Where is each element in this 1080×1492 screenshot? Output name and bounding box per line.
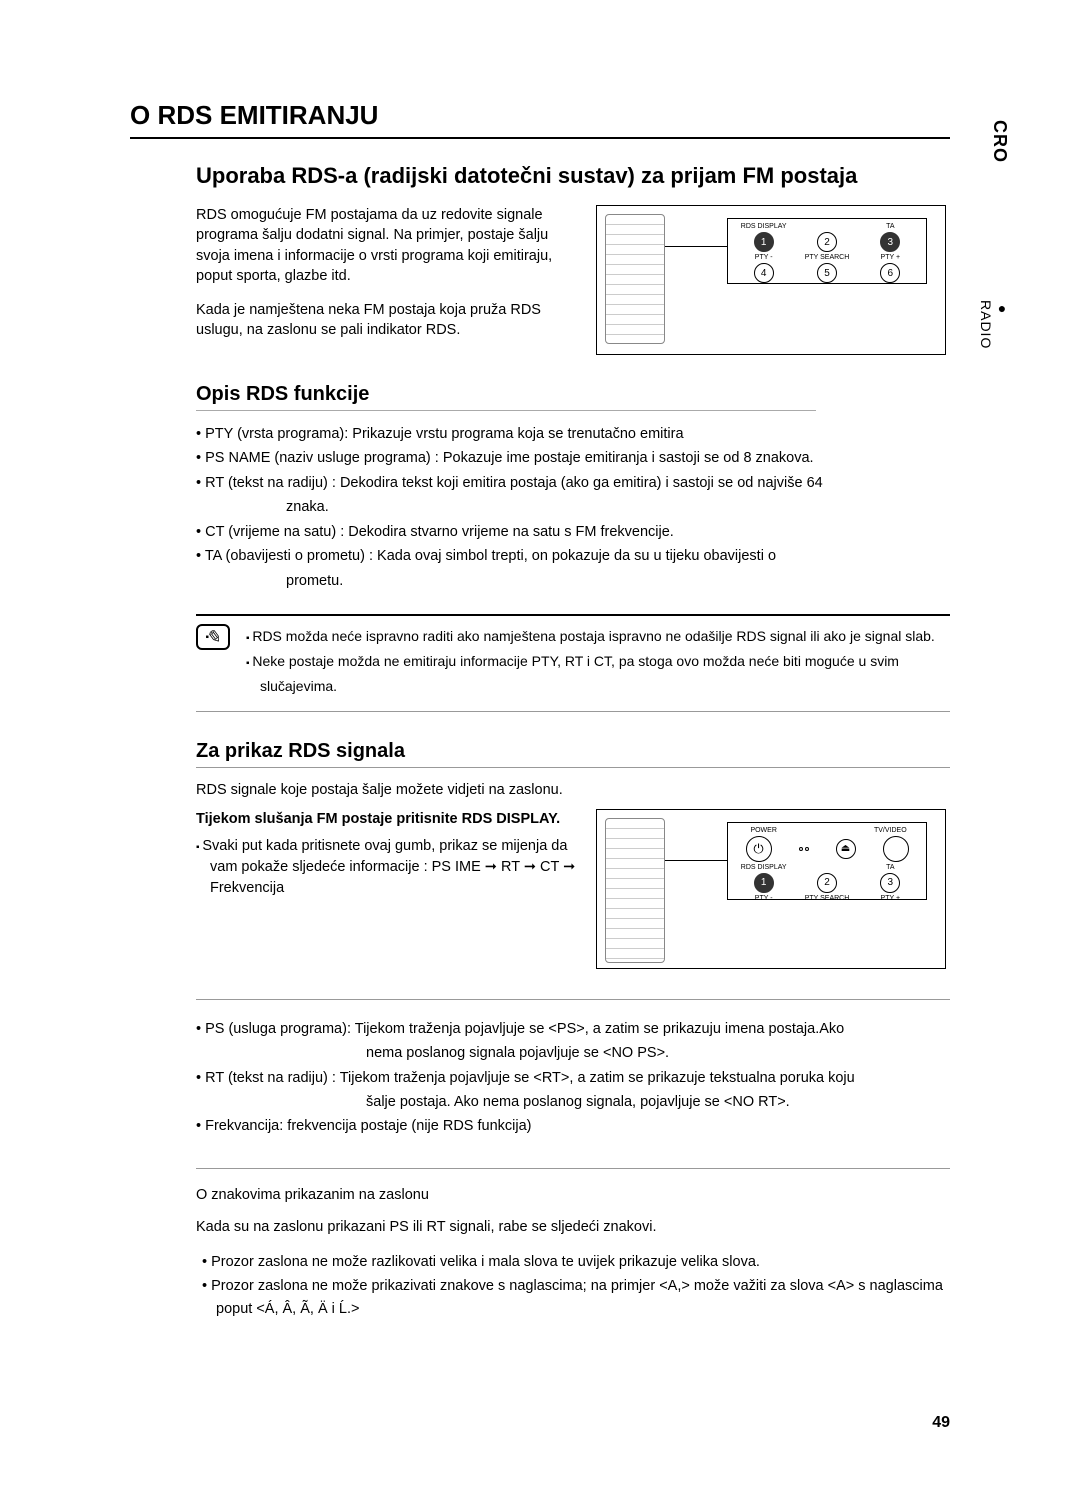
char-list: Prozor zaslona ne može razlikovati velik…	[202, 1251, 952, 1320]
list-item-cont: nema poslanog signala pojavljuje se <NO …	[196, 1042, 946, 1064]
button-6: 6	[880, 263, 900, 283]
list-item-cont: šalje postaja. Ako nema poslanog signala…	[196, 1091, 946, 1113]
remote-diagram-1: RDS DISPLAY TA 1 2 3 PTY - PTY SEARCH PT…	[596, 205, 946, 355]
note-item-cont: slučajevima.	[246, 676, 950, 697]
list-item: PTY (vrsta programa): Prikazuje vrstu pr…	[196, 423, 946, 445]
list-item: TA (obavijesti o prometu) : Kada ovaj si…	[196, 545, 946, 567]
note-item: RDS možda neće ispravno raditi ako namje…	[246, 626, 950, 647]
step-block: Tijekom slušanja FM postaje pritisnite R…	[196, 809, 576, 899]
list-item: Prozor zaslona ne može razlikovati velik…	[202, 1251, 952, 1273]
remote-icon	[605, 818, 665, 963]
button-5: 5	[817, 263, 837, 283]
tv-video-icon	[883, 836, 909, 862]
callout-box: POWER TV/VIDEO ⏻ ⏏ RDS DISPLAY TA 1	[727, 822, 927, 900]
list-item: PS (usluga programa): Tijekom traženja p…	[196, 1018, 946, 1040]
button-3: 3	[880, 232, 900, 252]
list-item: Prozor zaslona ne može prikazivati znako…	[202, 1275, 952, 1320]
button-1: 1	[754, 232, 774, 252]
feature-list: PTY (vrsta programa): Prikazuje vrstu pr…	[196, 423, 946, 592]
page-title: O RDS EMITIRANJU	[130, 100, 950, 139]
divider	[196, 999, 950, 1000]
power-icon: ⏻	[746, 836, 772, 862]
sub-heading-chars: O znakovima prikazanim na zaslonu	[196, 1187, 950, 1203]
intro-paragraph-1: RDS omogućuje FM postajama da uz redovit…	[196, 205, 576, 286]
list-item: CT (vrijeme na satu) : Dekodira stvarno …	[196, 521, 946, 543]
button-2: 2	[817, 232, 837, 252]
note-box: ✎ RDS možda neće ispravno raditi ako nam…	[196, 614, 950, 712]
remote-icon	[605, 214, 665, 344]
list-item-cont: znaka.	[196, 496, 946, 518]
list-item: Frekvancija: frekvencija postaje (nije R…	[196, 1115, 946, 1137]
side-tab-lang: CRO	[989, 120, 1010, 163]
eject-icon: ⏏	[836, 839, 856, 859]
note-icon: ✎	[196, 624, 230, 650]
button-4: 4	[754, 263, 774, 283]
subsection-title-opis: Opis RDS funkcije	[196, 383, 816, 411]
button-2: 2	[817, 873, 837, 893]
section-title: Uporaba RDS-a (radijski datotečni sustav…	[196, 163, 950, 189]
sub-para-chars: Kada su na zaslonu prikazani PS ili RT s…	[196, 1219, 950, 1235]
remote-diagram-2: POWER TV/VIDEO ⏻ ⏏ RDS DISPLAY TA 1	[596, 809, 946, 969]
para-rds-signals: RDS signale koje postaja šalje možete vi…	[196, 780, 946, 800]
step-text: Svaki put kada pritisnete ovaj gumb, pri…	[196, 836, 576, 899]
divider	[196, 1168, 950, 1169]
side-tab-section: RADIO	[978, 300, 1010, 349]
list-item: PS NAME (naziv usluge programa) : Pokazu…	[196, 447, 946, 469]
page-number: 49	[932, 1414, 950, 1432]
button-1: 1	[754, 873, 774, 893]
list-item: RT (tekst na radiju) : Dekodira tekst ko…	[196, 472, 946, 494]
subsection-title-prikaz: Za prikaz RDS signala	[196, 740, 950, 768]
note-item: Neke postaje možda ne emitiraju informac…	[246, 651, 950, 672]
callout-box: RDS DISPLAY TA 1 2 3 PTY - PTY SEARCH PT…	[727, 218, 927, 284]
signal-list: PS (usluga programa): Tijekom traženja p…	[196, 1018, 946, 1138]
step-title: Tijekom slušanja FM postaje pritisnite R…	[196, 809, 576, 830]
list-item-cont: prometu.	[196, 570, 946, 592]
intro-paragraph-2: Kada je namještena neka FM postaja koja …	[196, 300, 576, 341]
list-item: RT (tekst na radiju) : Tijekom traženja …	[196, 1067, 946, 1089]
button-3: 3	[880, 873, 900, 893]
